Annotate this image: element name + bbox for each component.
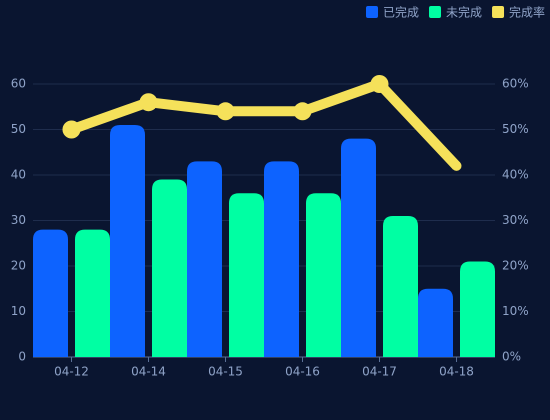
y-tick-label: 0 <box>18 350 26 364</box>
bar <box>418 288 453 357</box>
x-tick-label: 04-14 <box>131 365 166 379</box>
x-tick-label: 04-16 <box>285 365 320 379</box>
legend-label: 未完成 <box>446 5 482 20</box>
bar <box>306 193 341 357</box>
bar <box>264 161 299 357</box>
legend-swatch <box>492 6 505 18</box>
y2-tick-label: 60% <box>502 77 529 91</box>
y2-tick-label: 20% <box>502 259 529 273</box>
line-marker <box>370 75 389 93</box>
legend-swatch <box>429 6 442 18</box>
legend-label: 完成率 <box>509 5 545 20</box>
y2-tick-label: 0% <box>502 350 521 364</box>
line-marker <box>62 120 81 139</box>
y2-tick-label: 30% <box>502 213 529 227</box>
y-tick-label: 20 <box>11 259 26 273</box>
bar <box>110 124 145 357</box>
x-tick-label: 04-15 <box>208 365 243 379</box>
y2-tick-label: 10% <box>502 304 529 318</box>
bar <box>229 193 264 357</box>
line <box>69 79 461 170</box>
y-tick-label: 50 <box>11 122 26 136</box>
bar <box>75 229 110 357</box>
x-tick-label: 04-17 <box>362 365 397 379</box>
bar <box>152 179 187 357</box>
line-marker <box>216 102 235 121</box>
y-tick-label: 40 <box>11 168 26 182</box>
line-marker <box>139 93 158 112</box>
bar <box>33 229 68 357</box>
y2-tick-label: 50% <box>502 122 529 136</box>
bar <box>341 138 376 357</box>
line-marker <box>451 160 462 171</box>
bar <box>187 161 222 357</box>
x-tick-label: 04-12 <box>54 365 89 379</box>
bar <box>383 215 418 357</box>
x-tick-label: 04-18 <box>439 365 474 379</box>
bar <box>460 261 495 357</box>
y-tick-label: 30 <box>11 213 26 227</box>
legend-label: 已完成 <box>383 5 419 20</box>
y-tick-label: 10 <box>11 304 26 318</box>
y-tick-label: 60 <box>11 77 26 91</box>
line-marker <box>293 102 312 121</box>
y2-tick-label: 40% <box>502 168 529 182</box>
legend-swatch <box>366 6 378 18</box>
